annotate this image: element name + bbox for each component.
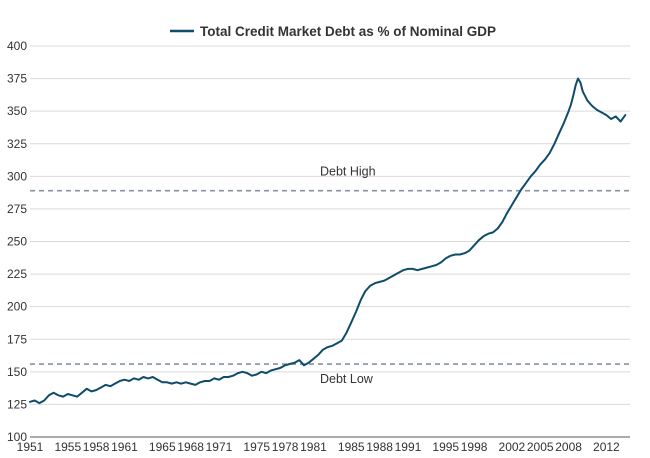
y-tick-label: 400 <box>7 39 27 53</box>
y-tick-label: 200 <box>7 300 27 314</box>
x-tick-label: 2012 <box>593 440 620 454</box>
y-tick-label: 350 <box>7 104 27 118</box>
reference-label: Debt Low <box>320 372 374 386</box>
y-tick-label: 275 <box>7 202 27 216</box>
y-tick-label: 150 <box>7 365 27 379</box>
reference-lines: Debt High Debt Low <box>30 165 630 386</box>
x-tick-label: 1998 <box>461 440 488 454</box>
x-tick-label: 1951 <box>17 440 44 454</box>
legend: Total Credit Market Debt as % of Nominal… <box>170 24 496 39</box>
x-tick-label: 1968 <box>177 440 204 454</box>
legend-label: Total Credit Market Debt as % of Nominal… <box>200 24 496 39</box>
x-tick-label: 1981 <box>300 440 327 454</box>
y-tick-label: 100 <box>7 430 27 444</box>
axes: 100 125 150 175 200 225 250 275 300 325 350 375 400 1… <box>7 39 630 454</box>
x-tick-label: 1965 <box>149 440 176 454</box>
x-tick-label: 1985 <box>338 440 365 454</box>
y-tick-label: 175 <box>7 332 27 346</box>
y-tick-label: 300 <box>7 169 27 183</box>
y-tick-label: 250 <box>7 235 27 249</box>
x-tick-label: 1975 <box>243 440 270 454</box>
x-tick-label: 1958 <box>83 440 110 454</box>
x-tick-label: 1988 <box>366 440 393 454</box>
y-tick-label: 125 <box>7 397 27 411</box>
x-tick-label: 1955 <box>54 440 81 454</box>
x-tick-label: 1971 <box>206 440 233 454</box>
x-tick-label: 2008 <box>555 440 582 454</box>
x-tick-label: 1961 <box>111 440 138 454</box>
y-tick-label: 325 <box>7 137 27 151</box>
reference-label: Debt High <box>320 165 376 179</box>
x-tick-label: 2002 <box>499 440 526 454</box>
y-tick-label: 375 <box>7 72 27 86</box>
x-tick-label: 1995 <box>432 440 459 454</box>
x-tick-label: 1978 <box>272 440 299 454</box>
x-tick-label: 2005 <box>527 440 554 454</box>
grid-lines <box>30 45 630 405</box>
y-tick-label: 225 <box>7 267 27 281</box>
series-lines <box>29 77 627 405</box>
x-tick-label: 1991 <box>395 440 422 454</box>
series-line <box>29 77 627 405</box>
